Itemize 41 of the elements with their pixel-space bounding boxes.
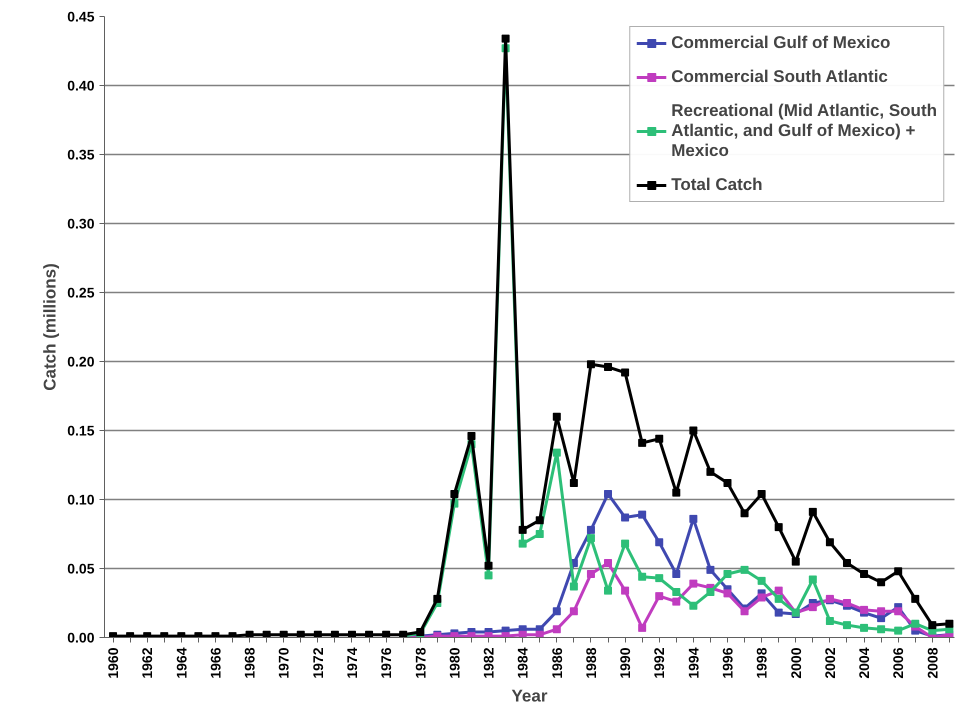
legend-label: Recreational (Mid Atlantic, South Atlantic, and Gulf of Mexico) + Mexico <box>671 101 937 161</box>
x-tick-label: 1968 <box>242 647 258 679</box>
legend-label: Commercial Gulf of Mexico <box>671 33 890 53</box>
x-tick-label: 1960 <box>105 647 122 679</box>
x-tick-label: 2008 <box>924 647 940 679</box>
y-axis-title: Catch (millions) <box>40 263 60 391</box>
legend-label: Total Catch <box>671 175 763 195</box>
legend-label: Commercial South Atlantic <box>671 67 888 87</box>
y-tick-label: 0.05 <box>67 560 95 576</box>
x-tick-label: 1996 <box>719 647 736 679</box>
y-tick-label: 0.25 <box>67 284 95 300</box>
y-tick-label: 0.15 <box>67 422 95 438</box>
x-tick-label: 1986 <box>548 647 565 679</box>
x-tick-label: 1998 <box>754 647 770 679</box>
y-tick-label: 0.40 <box>67 78 95 94</box>
x-tick-label: 1974 <box>344 647 360 679</box>
x-tick-label: 1990 <box>617 647 634 679</box>
x-tick-label: 2002 <box>822 647 838 679</box>
x-tick-label: 1988 <box>582 647 599 679</box>
x-tick-label: 1980 <box>446 647 462 679</box>
x-tick-label: 1972 <box>310 647 326 679</box>
x-tick-label: 1970 <box>276 647 292 679</box>
y-tick-label: 0.20 <box>67 354 95 370</box>
y-tick-label: 0.45 <box>67 8 95 24</box>
x-tick-label: 1966 <box>207 647 224 679</box>
x-tick-label: 1964 <box>173 647 190 679</box>
x-tick-label: 1984 <box>514 647 531 679</box>
x-tick-label: 1982 <box>480 647 497 679</box>
x-tick-label: 1976 <box>378 647 394 679</box>
y-tick-label: 0.10 <box>67 492 95 508</box>
x-tick-label: 1994 <box>685 647 702 679</box>
y-tick-label: 0.00 <box>67 630 95 646</box>
x-tick-label: 1962 <box>139 647 156 679</box>
x-tick-label: 1992 <box>651 647 668 679</box>
x-tick-label: 2006 <box>890 647 906 679</box>
y-tick-label: 0.35 <box>67 146 95 162</box>
y-tick-label: 0.30 <box>67 216 95 232</box>
x-tick-label: 2004 <box>856 647 872 679</box>
x-tick-label: 1978 <box>412 647 428 679</box>
x-tick-label: 2000 <box>788 647 804 679</box>
x-axis-title: Year <box>512 686 548 706</box>
